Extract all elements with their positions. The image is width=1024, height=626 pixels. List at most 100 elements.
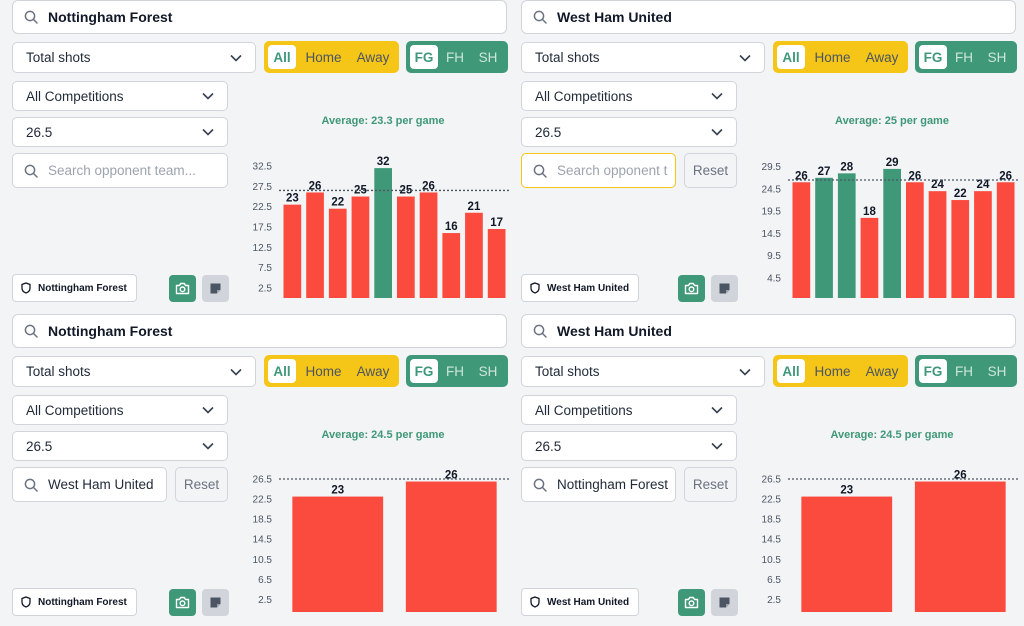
- bar[interactable]: [951, 200, 970, 298]
- bar[interactable]: [442, 233, 461, 298]
- camera-icon: [684, 596, 699, 609]
- camera-button[interactable]: [169, 275, 196, 302]
- team-search-field[interactable]: Nottingham Forest: [12, 314, 507, 348]
- stat-dropdown[interactable]: Total shots: [521, 356, 765, 387]
- bar-value-label: 26: [908, 170, 921, 182]
- period-option-fh[interactable]: FH: [955, 49, 973, 65]
- team-search-field[interactable]: Nottingham Forest: [12, 0, 507, 34]
- reset-button[interactable]: Reset: [684, 467, 737, 502]
- bar[interactable]: [928, 191, 947, 298]
- period-option-sh[interactable]: SH: [478, 363, 498, 379]
- bar[interactable]: [815, 177, 833, 298]
- y-tick-label: 14.5: [762, 535, 782, 546]
- location-option-away[interactable]: Away: [356, 49, 390, 65]
- location-option-all[interactable]: All: [268, 45, 296, 69]
- stat-dropdown[interactable]: Total shots: [12, 356, 256, 387]
- bar[interactable]: [283, 204, 302, 298]
- camera-icon: [175, 596, 190, 609]
- line-dropdown[interactable]: 26.5: [12, 431, 228, 461]
- bar[interactable]: [292, 496, 384, 612]
- period-option-fh[interactable]: FH: [446, 49, 464, 65]
- note-button[interactable]: [202, 275, 229, 302]
- y-tick-label: 9.5: [767, 251, 781, 262]
- location-option-away[interactable]: Away: [865, 49, 899, 65]
- chevron-down-icon: [739, 54, 751, 62]
- team-search-field[interactable]: West Ham United: [521, 314, 1016, 348]
- reset-button[interactable]: Reset: [684, 153, 737, 188]
- period-option-fg[interactable]: FG: [410, 45, 438, 69]
- location-option-home[interactable]: Home: [814, 49, 851, 65]
- stat-dropdown-value: Total shots: [535, 364, 600, 379]
- camera-icon: [175, 282, 190, 295]
- bar[interactable]: [860, 217, 879, 298]
- period-option-fh[interactable]: FH: [446, 363, 464, 379]
- competition-dropdown-value: All Competitions: [535, 402, 633, 418]
- period-option-sh[interactable]: SH: [478, 49, 498, 65]
- bar[interactable]: [465, 212, 483, 298]
- period-option-fg[interactable]: FG: [919, 45, 947, 69]
- note-button[interactable]: [711, 275, 738, 302]
- bar[interactable]: [328, 208, 347, 298]
- period-toggle: FG FH SH: [915, 355, 1017, 387]
- location-option-all[interactable]: All: [777, 359, 805, 383]
- opponent-search-input[interactable]: Nottingham Forest: [521, 467, 676, 502]
- shield-icon: [530, 282, 540, 294]
- period-option-fg[interactable]: FG: [919, 359, 947, 383]
- location-option-home[interactable]: Home: [305, 363, 342, 379]
- bar[interactable]: [837, 173, 856, 298]
- opponent-search-input[interactable]: Search opponent t: [521, 153, 676, 188]
- opponent-search-input[interactable]: West Ham United: [12, 467, 167, 502]
- chevron-down-icon: [711, 442, 723, 450]
- stats-panel: West Ham United Total shots All Home Awa…: [521, 0, 1024, 312]
- period-option-fg[interactable]: FG: [410, 359, 438, 383]
- bar[interactable]: [914, 481, 1006, 612]
- y-tick-label: 7.5: [258, 263, 272, 274]
- y-tick-label: 27.5: [253, 182, 273, 193]
- chevron-down-icon: [711, 406, 723, 414]
- camera-button[interactable]: [678, 275, 705, 302]
- camera-button[interactable]: [169, 589, 196, 616]
- bar[interactable]: [351, 196, 370, 298]
- opponent-search-placeholder: Search opponent team...: [48, 163, 196, 178]
- bar-value-label: 22: [331, 197, 344, 209]
- bar-chart: 2.5 6.5 10.5 14.5 18.5 22.5 26.5 23 26: [762, 470, 1018, 612]
- bar[interactable]: [996, 182, 1015, 298]
- note-button[interactable]: [202, 589, 229, 616]
- bar[interactable]: [306, 192, 324, 298]
- opponent-search-input[interactable]: Search opponent team...: [12, 153, 228, 188]
- location-option-away[interactable]: Away: [356, 363, 390, 379]
- bar[interactable]: [905, 182, 924, 298]
- stat-dropdown[interactable]: Total shots: [12, 42, 256, 73]
- team-search-field[interactable]: West Ham United: [521, 0, 1016, 34]
- location-option-away[interactable]: Away: [865, 363, 899, 379]
- bar[interactable]: [974, 191, 992, 298]
- competition-dropdown[interactable]: All Competitions: [521, 395, 737, 425]
- search-icon: [533, 10, 547, 24]
- team-badge: West Ham United: [521, 274, 640, 302]
- competition-dropdown[interactable]: All Competitions: [521, 81, 737, 111]
- reset-button[interactable]: Reset: [175, 467, 228, 502]
- bar[interactable]: [883, 168, 902, 298]
- bar[interactable]: [374, 168, 393, 298]
- period-option-sh[interactable]: SH: [987, 49, 1007, 65]
- note-button[interactable]: [711, 589, 738, 616]
- bar[interactable]: [487, 229, 506, 298]
- location-option-all[interactable]: All: [268, 359, 296, 383]
- line-dropdown[interactable]: 26.5: [521, 431, 737, 461]
- camera-button[interactable]: [678, 589, 705, 616]
- bar[interactable]: [419, 192, 438, 298]
- bar[interactable]: [792, 182, 811, 298]
- line-dropdown[interactable]: 26.5: [521, 117, 737, 147]
- competition-dropdown[interactable]: All Competitions: [12, 81, 228, 111]
- bar[interactable]: [396, 196, 415, 298]
- bar[interactable]: [405, 481, 497, 612]
- location-option-home[interactable]: Home: [305, 49, 342, 65]
- competition-dropdown[interactable]: All Competitions: [12, 395, 228, 425]
- location-option-all[interactable]: All: [777, 45, 805, 69]
- period-option-fh[interactable]: FH: [955, 363, 973, 379]
- location-option-home[interactable]: Home: [814, 363, 851, 379]
- stat-dropdown[interactable]: Total shots: [521, 42, 765, 73]
- bar[interactable]: [801, 496, 893, 612]
- period-option-sh[interactable]: SH: [987, 363, 1007, 379]
- line-dropdown[interactable]: 26.5: [12, 117, 228, 147]
